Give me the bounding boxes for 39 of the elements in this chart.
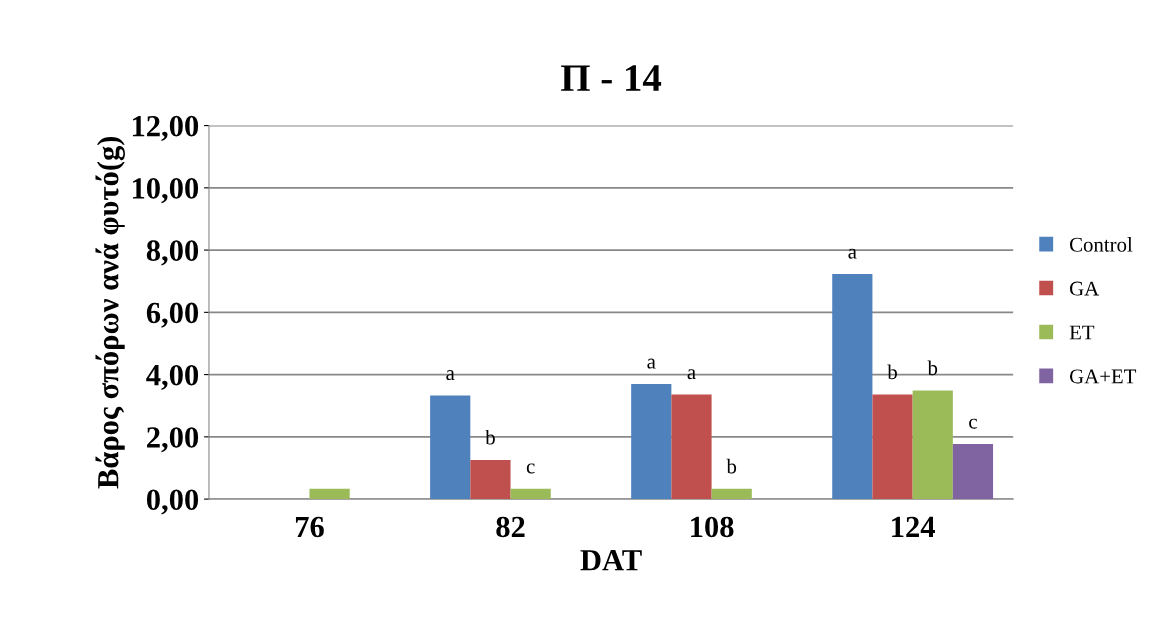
x-tick-label: 124 — [892, 516, 935, 537]
y-tick-label: 0,00 — [146, 489, 199, 515]
data-label: a — [446, 370, 455, 381]
bar — [309, 488, 350, 500]
data-label: b — [726, 458, 737, 474]
bar — [510, 488, 551, 500]
bar — [952, 444, 994, 500]
x-tick-label: 76 — [295, 516, 324, 538]
y-tick-label: 8,00 — [146, 240, 199, 266]
y-tick-label: 6,00 — [146, 302, 199, 328]
y-tick-label: 2,00 — [147, 427, 199, 453]
data-label: c — [526, 463, 535, 474]
legend-label: Control — [1069, 237, 1133, 252]
data-label: b — [927, 360, 938, 376]
legend-label: ET — [1069, 325, 1095, 340]
bar — [832, 274, 873, 500]
legend-label: GA — [1069, 281, 1100, 296]
data-label: a — [647, 358, 656, 369]
y-tick-label: 4,00 — [146, 364, 199, 390]
data-label: a — [687, 369, 696, 380]
data-label: c — [969, 418, 977, 429]
legend-label: GA+ET — [1069, 369, 1137, 384]
bar — [872, 394, 913, 500]
bar — [430, 395, 471, 500]
bar — [671, 394, 712, 500]
y-tick-label: 10,00 — [132, 178, 199, 204]
x-axis-title: DAT — [580, 550, 642, 571]
x-tick-label: 108 — [691, 516, 734, 538]
data-label: b — [485, 429, 495, 445]
x-tick-label: 82 — [496, 516, 525, 538]
data-label: b — [887, 364, 897, 380]
bar — [711, 488, 752, 500]
data-label: a — [848, 248, 857, 259]
bar — [631, 383, 672, 500]
chart-title: Π - 14 — [561, 65, 662, 91]
bar — [912, 390, 953, 500]
y-tick-label: 12,00 — [132, 115, 199, 141]
bar — [470, 459, 511, 500]
y-axis-title: Βάρος σπόρων ανά φυτό(g) — [95, 136, 125, 489]
